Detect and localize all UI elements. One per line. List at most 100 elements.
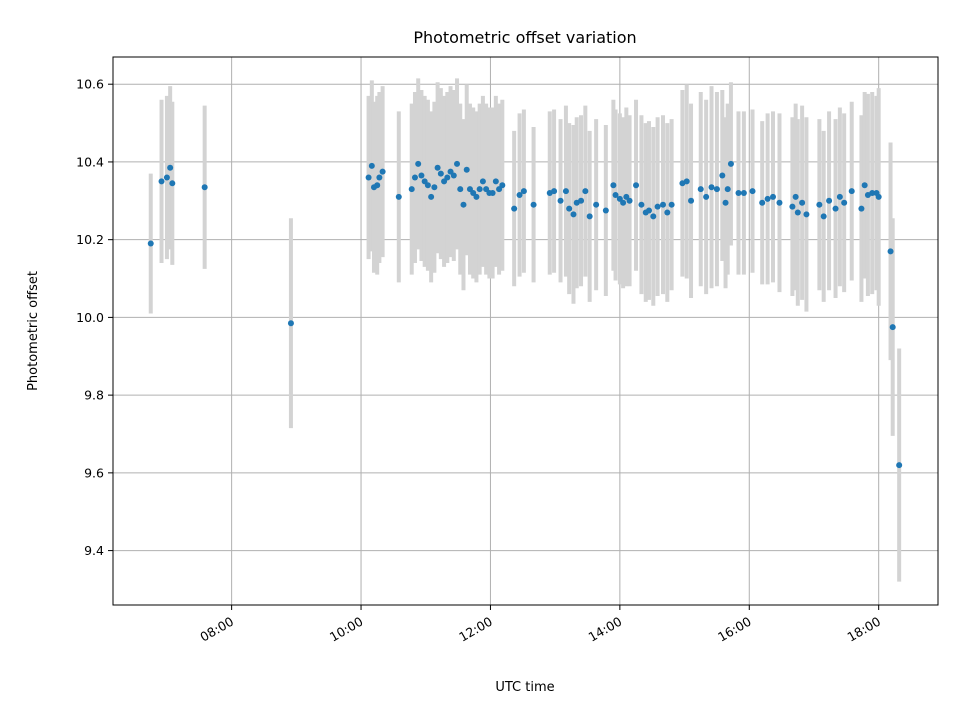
- data-point: [713, 186, 720, 193]
- y-tick-label: 10.4: [76, 154, 104, 169]
- data-point: [792, 193, 799, 200]
- data-point: [376, 174, 383, 181]
- y-tick-label: 9.6: [84, 465, 104, 480]
- data-point: [875, 193, 882, 200]
- x-tick-label: 12:00: [456, 614, 495, 645]
- data-point: [770, 193, 776, 200]
- data-point: [163, 174, 170, 181]
- data-point: [415, 160, 422, 167]
- data-point: [740, 190, 747, 197]
- data-point: [511, 205, 518, 212]
- data-point: [158, 178, 165, 185]
- data-point: [612, 191, 619, 198]
- data-point: [688, 197, 695, 204]
- x-tick-label: 18:00: [844, 614, 883, 645]
- data-point: [727, 160, 734, 167]
- data-point: [848, 188, 855, 195]
- data-point: [365, 174, 372, 181]
- data-point: [557, 197, 564, 204]
- data-point: [861, 182, 868, 189]
- data-point: [551, 188, 558, 195]
- data-point: [719, 172, 726, 179]
- data-point: [408, 186, 415, 193]
- data-point: [586, 213, 593, 220]
- data-point: [593, 201, 600, 208]
- error-bars: [148, 78, 902, 582]
- chart-title: Photometric offset variation: [413, 28, 636, 47]
- data-point: [473, 193, 480, 200]
- y-tick-label: 10.2: [76, 232, 104, 247]
- data-point: [841, 199, 848, 206]
- data-point: [722, 199, 729, 206]
- data-point: [836, 193, 843, 200]
- data-point: [650, 213, 657, 220]
- data-point: [460, 201, 467, 208]
- data-point: [492, 178, 499, 185]
- data-point: [816, 201, 823, 208]
- data-point: [516, 191, 523, 198]
- data-point: [660, 201, 666, 208]
- data-point: [582, 188, 589, 195]
- data-point: [428, 193, 435, 200]
- data-point: [708, 184, 715, 191]
- data-point: [858, 205, 865, 212]
- data-point: [562, 188, 569, 195]
- data-point: [520, 188, 527, 195]
- data-point: [626, 197, 633, 204]
- data-point: [566, 205, 573, 212]
- data-point: [887, 248, 894, 255]
- data-point: [776, 199, 783, 206]
- data-point: [896, 462, 903, 469]
- data-point: [683, 178, 690, 185]
- data-point: [789, 203, 796, 210]
- x-axis-label: UTC time: [495, 680, 554, 695]
- data-point: [794, 209, 801, 216]
- data-point: [826, 197, 833, 204]
- data-point: [411, 174, 418, 181]
- y-axis-ticks: 9.4 9.6 9.8 10.0 10.2 10.4 10.6: [76, 77, 113, 558]
- data-point: [450, 172, 457, 179]
- data-point: [764, 195, 771, 202]
- data-point: [889, 324, 896, 331]
- data-point: [437, 170, 444, 177]
- data-point: [735, 190, 742, 197]
- data-point: [633, 182, 640, 189]
- data-point: [374, 182, 381, 189]
- data-point: [799, 199, 806, 206]
- x-axis-ticks: 08:00 10:00 12:00 14:00 16:00 18:00: [197, 605, 883, 645]
- data-point: [703, 193, 710, 200]
- data-point: [869, 190, 876, 197]
- data-point: [431, 184, 438, 191]
- data-point: [759, 199, 766, 206]
- y-tick-label: 9.8: [84, 388, 104, 403]
- data-point: [832, 205, 839, 212]
- data-point: [287, 320, 294, 327]
- data-point: [395, 193, 402, 200]
- data-point: [454, 160, 461, 167]
- data-point: [602, 207, 609, 214]
- data-point: [620, 199, 627, 206]
- data-point: [463, 166, 470, 173]
- data-point: [664, 209, 671, 216]
- data-point: [578, 197, 585, 204]
- data-point: [379, 168, 386, 175]
- data-point: [457, 186, 464, 193]
- data-point: [724, 186, 731, 193]
- x-tick-label: 08:00: [197, 614, 236, 645]
- x-tick-label: 16:00: [715, 614, 754, 645]
- data-point: [645, 207, 652, 214]
- data-point: [668, 201, 675, 208]
- y-tick-label: 9.4: [84, 543, 104, 558]
- y-axis-label: Photometric offset: [26, 271, 41, 391]
- data-point: [476, 186, 483, 193]
- plot-area-frame: [112, 56, 939, 606]
- data-point: [610, 182, 617, 189]
- data-point: [499, 182, 506, 189]
- data-point: [820, 213, 827, 220]
- y-tick-label: 10.6: [76, 77, 104, 92]
- data-point: [697, 186, 704, 193]
- data-point: [530, 201, 537, 208]
- data-point: [570, 211, 577, 218]
- data-point: [169, 180, 176, 187]
- data-point: [749, 188, 756, 195]
